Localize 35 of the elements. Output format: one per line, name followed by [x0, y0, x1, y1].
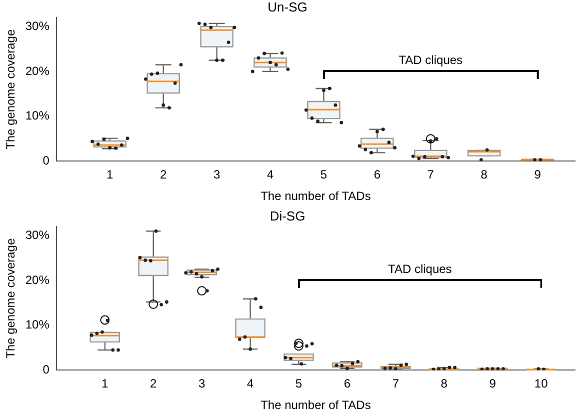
x-tick-label: 6 — [374, 168, 381, 182]
x-tick-label: 8 — [440, 376, 448, 391]
annotation: TAD cliques — [398, 52, 463, 67]
x-tick-label: 4 — [266, 168, 274, 182]
x-tick-label: 8 — [480, 168, 488, 182]
y-tick-label: 20% — [25, 272, 50, 287]
x-tick-label: 4 — [246, 376, 254, 391]
y-tick-label: 20% — [25, 64, 50, 78]
x-tick-label: 6 — [344, 376, 351, 391]
y-tick-label: 30% — [25, 18, 50, 33]
y-axis-title: The genome coverage — [4, 29, 18, 150]
chart-title: Un-SG — [268, 0, 308, 14]
chart-title: Di-SG — [270, 208, 306, 224]
y-tick-label: 0 — [42, 154, 50, 168]
x-tick-label: 1 — [106, 168, 114, 182]
x-tick-label: 5 — [295, 376, 302, 391]
x-tick-label: 2 — [150, 376, 158, 391]
x-tick-label: 7 — [392, 376, 400, 391]
annotation: TAD cliques — [388, 262, 452, 276]
x-axis-title: The number of TADs — [260, 189, 371, 204]
y-tick-label: 10% — [25, 318, 50, 332]
x-tick-label: 2 — [160, 168, 167, 182]
x-tick-label: 9 — [489, 376, 496, 391]
x-tick-label: 10 — [534, 376, 548, 391]
x-axis-title: The number of TADs — [260, 398, 371, 412]
x-tick-label: 3 — [213, 168, 220, 182]
y-tick-label: 30% — [25, 228, 50, 242]
x-tick-label: 3 — [198, 376, 206, 391]
y-tick-label: 10% — [25, 108, 50, 123]
x-tick-label: 5 — [320, 168, 328, 182]
x-tick-label: 9 — [534, 168, 542, 182]
y-axis-title: The genome coverage — [4, 238, 18, 358]
x-tick-label: 1 — [102, 376, 109, 391]
y-tick-label: 0 — [42, 362, 50, 377]
x-tick-label: 7 — [427, 168, 434, 182]
